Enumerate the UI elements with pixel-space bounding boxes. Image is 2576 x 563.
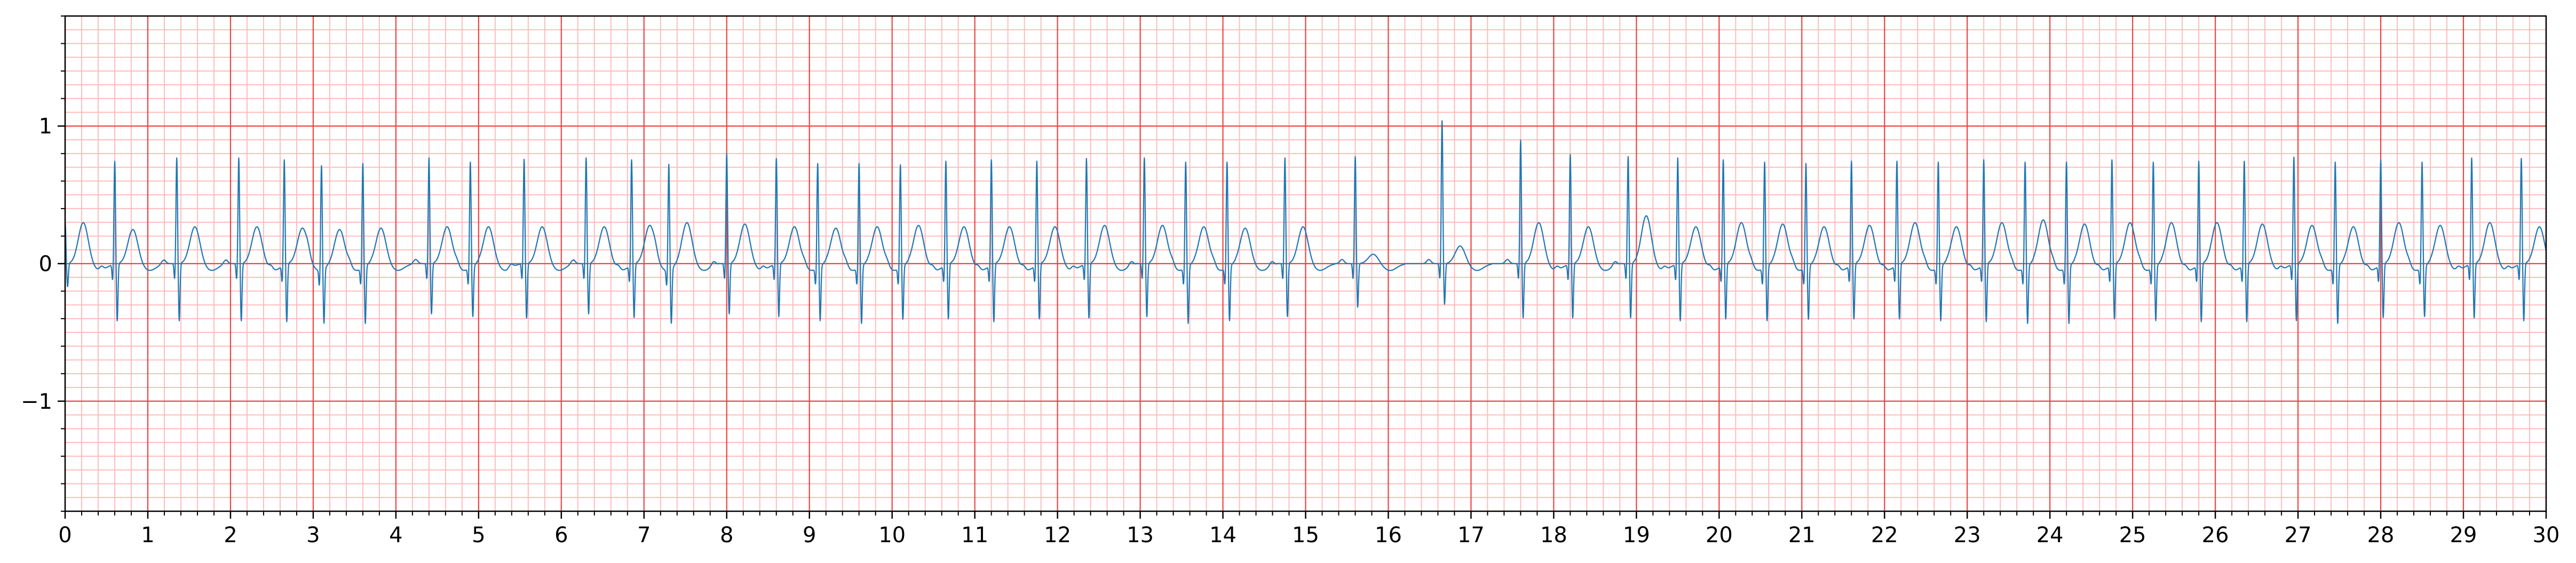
x-tick-label: 13 bbox=[1127, 523, 1154, 548]
x-tick-label: 10 bbox=[878, 523, 906, 548]
x-tick-label: 20 bbox=[1706, 523, 1733, 548]
x-tick-label: 6 bbox=[554, 523, 568, 548]
x-tick-label: 5 bbox=[472, 523, 485, 548]
x-tick-label: 8 bbox=[720, 523, 733, 548]
x-tick-label: 21 bbox=[1788, 523, 1816, 548]
x-tick-label: 18 bbox=[1540, 523, 1567, 548]
x-axis-ticks: 0 1 2 3 4 5 6 7 8 9 10 11 12 13 14 15 16 17 18 19 20 21 22 23 24… bbox=[58, 511, 2559, 548]
x-tick-label: 19 bbox=[1623, 523, 1650, 548]
y-tick-label: 1 bbox=[39, 114, 52, 139]
x-tick-label: 12 bbox=[1044, 523, 1071, 548]
x-tick-label: 27 bbox=[2285, 523, 2312, 548]
trace-layer bbox=[64, 120, 2547, 324]
x-tick-label: 22 bbox=[1871, 523, 1898, 548]
x-tick-label: 14 bbox=[1209, 523, 1237, 548]
x-tick-label: 29 bbox=[2450, 523, 2477, 548]
x-tick-label: 15 bbox=[1292, 523, 1319, 548]
x-tick-label: 23 bbox=[1954, 523, 1981, 548]
x-tick-label: 3 bbox=[306, 523, 320, 548]
x-tick-label: 9 bbox=[803, 523, 816, 548]
x-tick-label: 11 bbox=[961, 523, 988, 548]
x-tick-label: 16 bbox=[1375, 523, 1402, 548]
x-tick-label: 26 bbox=[2202, 523, 2229, 548]
major-grid bbox=[64, 16, 2547, 511]
ecg-trace-line bbox=[64, 120, 2547, 324]
x-tick-label: 2 bbox=[224, 523, 237, 548]
x-tick-label: 17 bbox=[1457, 523, 1485, 548]
x-tick-label: 24 bbox=[2036, 523, 2064, 548]
x-tick-label: 0 bbox=[58, 523, 72, 548]
x-tick-label: 30 bbox=[2533, 523, 2560, 548]
x-tick-label: 1 bbox=[141, 523, 154, 548]
y-tick-label: −1 bbox=[21, 390, 52, 414]
x-tick-label: 4 bbox=[389, 523, 402, 548]
x-tick-label: 25 bbox=[2119, 523, 2146, 548]
y-tick-label: 0 bbox=[39, 252, 52, 276]
x-tick-label: 28 bbox=[2367, 523, 2395, 548]
x-tick-label: 7 bbox=[637, 523, 651, 548]
y-axis-ticks: −1 0 1 bbox=[21, 15, 65, 512]
